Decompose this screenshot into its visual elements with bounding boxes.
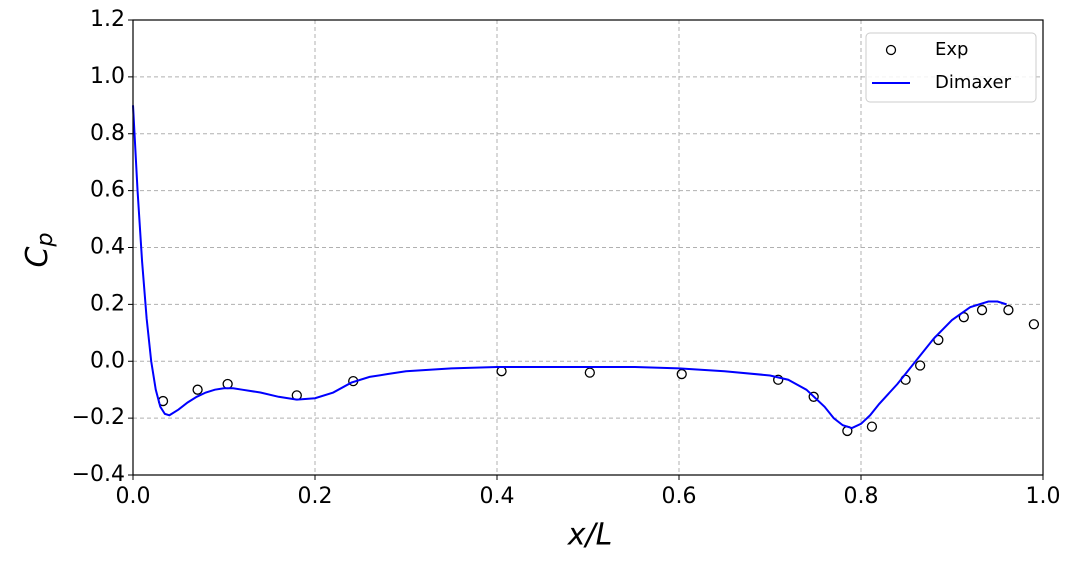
legend-marker <box>885 44 897 56</box>
y-tick-label: 0.4 <box>90 235 125 260</box>
y-tick-label: −0.2 <box>72 405 125 430</box>
legend-label: Dimaxer <box>935 72 1012 93</box>
data-point <box>1028 319 1040 330</box>
data-point <box>976 304 988 316</box>
y-axis-label: Cp <box>20 233 59 268</box>
x-tick-label: 1.0 <box>1026 484 1061 509</box>
data-point <box>584 367 595 378</box>
y-tick-label: 0.8 <box>90 121 125 146</box>
plot-frame <box>132 19 1044 476</box>
x-tick-label: 0.0 <box>116 484 151 509</box>
data-point <box>808 391 819 402</box>
data-line <box>132 105 1007 430</box>
x-tick-label: 0.6 <box>662 484 697 509</box>
y-tick-label: −0.4 <box>72 462 125 487</box>
data-point <box>222 378 233 390</box>
legend-box <box>865 32 1037 103</box>
y-tick-label: 0.6 <box>90 178 125 203</box>
legend-label: Exp <box>935 39 968 60</box>
x-axis-label: x/L <box>567 518 613 553</box>
data-point <box>1003 304 1014 316</box>
data-point <box>496 366 507 377</box>
y-tick-label: 1.0 <box>90 64 125 89</box>
data-point <box>773 374 784 385</box>
x-tick-label: 0.2 <box>298 484 333 509</box>
x-tick-label: 0.4 <box>480 484 515 509</box>
data-point <box>915 360 926 371</box>
x-tick-label: 0.8 <box>844 484 879 509</box>
data-point <box>866 421 878 432</box>
data-point <box>192 384 203 395</box>
y-tick-label: 0.0 <box>90 348 125 373</box>
data-point <box>676 368 687 380</box>
y-tick-label: 1.2 <box>90 7 125 32</box>
y-tick-label: 0.2 <box>90 291 125 316</box>
